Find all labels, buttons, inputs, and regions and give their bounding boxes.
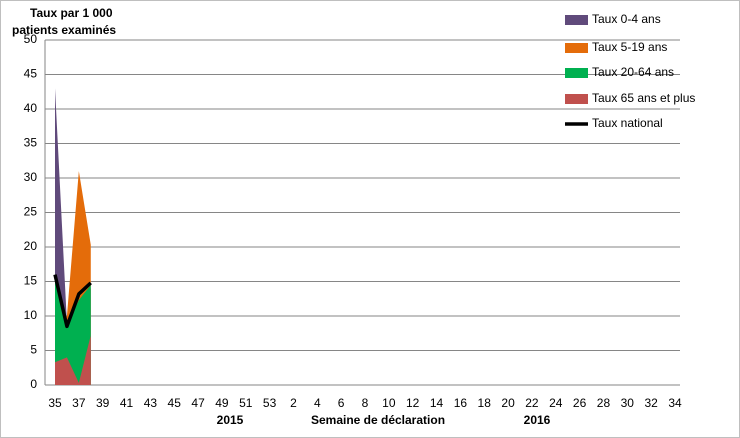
x-tick-label: 14: [430, 396, 444, 410]
legend-label: Taux national: [592, 116, 663, 130]
x-tick-label: 22: [525, 396, 539, 410]
x-tick-label: 39: [96, 396, 110, 410]
x-tick-label: 8: [362, 396, 369, 410]
x-tick-label: 28: [597, 396, 611, 410]
x-tick-label: 24: [549, 396, 563, 410]
x-tick-label: 6: [338, 396, 345, 410]
y-tick-label: 40: [24, 101, 38, 115]
x-tick-label: 41: [120, 396, 134, 410]
x-tick-label: 10: [382, 396, 396, 410]
area: [55, 335, 91, 385]
legend-label: Taux 20-64 ans: [592, 65, 674, 79]
x-tick-label: 30: [621, 396, 635, 410]
x-tick-label: 20: [501, 396, 515, 410]
x-tick-label: 26: [573, 396, 587, 410]
x-tick-label: 12: [406, 396, 420, 410]
x-tick-label: 18: [478, 396, 492, 410]
x-tick-label: 51: [239, 396, 253, 410]
x-tick-label: 47: [191, 396, 205, 410]
y-tick-label: 0: [30, 377, 37, 391]
legend-label: Taux 5-19 ans: [592, 40, 667, 54]
legend-swatch: [565, 43, 588, 53]
x-tick-label: 35: [48, 396, 62, 410]
x-tick-label: 53: [263, 396, 277, 410]
legend-label: Taux 65 ans et plus: [592, 91, 695, 105]
y-tick-label: 5: [30, 343, 37, 357]
legend-swatch: [565, 94, 588, 104]
y-tick-label: 45: [24, 67, 38, 81]
legend-swatch: [565, 68, 588, 78]
x-tick-label: 16: [454, 396, 468, 410]
chart-title: patients examinés: [12, 23, 116, 37]
x-tick-label: 2: [290, 396, 297, 410]
y-tick-label: 20: [24, 239, 38, 253]
legend-label: Taux 0-4 ans: [592, 12, 661, 26]
x-axis-title: Semaine de déclaration: [311, 413, 445, 427]
chart-title: Taux par 1 000: [30, 6, 113, 20]
x-tick-label: 37: [72, 396, 86, 410]
y-tick-label: 10: [24, 308, 38, 322]
y-tick-label: 50: [24, 32, 38, 46]
year-label: 2015: [217, 413, 244, 427]
x-tick-label: 45: [168, 396, 182, 410]
line: [53, 274, 92, 329]
y-tick-label: 35: [24, 136, 38, 150]
y-tick-label: 30: [24, 170, 38, 184]
x-tick-label: 34: [668, 396, 682, 410]
x-tick-label: 43: [144, 396, 158, 410]
x-tick-label: 49: [215, 396, 229, 410]
x-tick-label: 4: [314, 396, 321, 410]
year-label: 2016: [524, 413, 551, 427]
legend-swatch: [565, 15, 588, 25]
y-tick-label: 15: [24, 274, 38, 288]
x-tick-label: 32: [644, 396, 658, 410]
y-tick-label: 25: [24, 205, 38, 219]
